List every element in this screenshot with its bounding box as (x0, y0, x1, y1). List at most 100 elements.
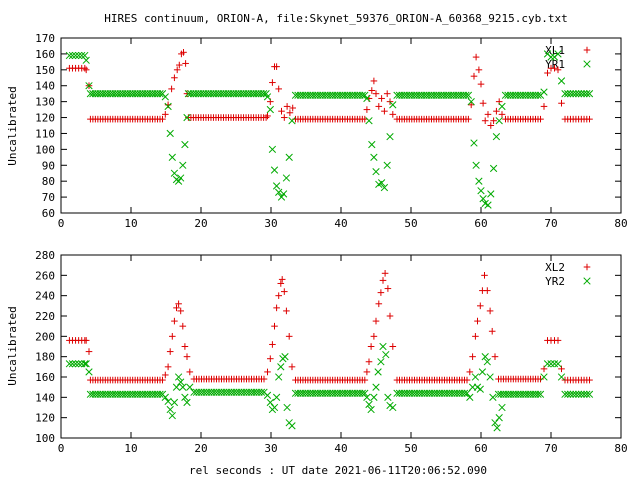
data-point (164, 363, 172, 371)
panel-bottom: Uncalibrated 0 10 20 30 40 50 60 70 80 100 120 140 1… (6, 249, 628, 455)
data-point (183, 90, 191, 97)
data-point (583, 90, 591, 98)
legend-marker (583, 46, 591, 54)
data-point (370, 393, 378, 401)
data-point (177, 307, 184, 315)
data-point (490, 117, 497, 125)
data-point (182, 60, 189, 67)
legend-marker (583, 277, 591, 285)
series-YR1 (65, 50, 594, 209)
data-point (551, 64, 558, 72)
data-point (363, 106, 371, 113)
data-point (82, 337, 90, 344)
data-point (536, 390, 545, 398)
y-tick-label: 260 (35, 269, 55, 282)
data-point (277, 280, 285, 287)
data-point (275, 188, 283, 196)
data-point (466, 368, 474, 376)
data-point (389, 343, 397, 350)
data-point (183, 398, 191, 407)
data-point (81, 51, 89, 60)
data-point (180, 49, 187, 56)
chart-title: HIRES continuum, ORION-A, file:Skynet_59… (104, 12, 568, 25)
data-point (161, 393, 169, 401)
data-point (285, 153, 293, 161)
data-point (81, 360, 89, 368)
data-point (275, 373, 283, 381)
data-point (463, 376, 471, 384)
data-point (572, 390, 580, 398)
data-point (583, 390, 591, 398)
data-point (586, 376, 593, 384)
data-point (283, 403, 291, 412)
data-point (166, 129, 174, 138)
data-point (477, 80, 485, 88)
data-point (74, 360, 83, 368)
y-tick-label: 120 (35, 112, 55, 125)
data-point (279, 190, 288, 198)
data-point (476, 385, 484, 393)
y-tick-label: 170 (35, 32, 55, 45)
data-point (554, 66, 562, 74)
y-tick-label: 180 (35, 351, 55, 364)
data-point (383, 90, 391, 97)
data-point (586, 115, 593, 123)
x-tick-label: 0 (58, 442, 65, 455)
data-point (68, 360, 77, 368)
markers-top (65, 49, 594, 209)
data-point (487, 190, 495, 198)
data-point (377, 289, 385, 296)
data-point (383, 161, 391, 169)
data-point (365, 400, 373, 409)
x-tick-label: 80 (614, 442, 627, 455)
data-point (386, 132, 394, 141)
data-point (491, 419, 499, 427)
data-point (574, 390, 583, 398)
data-point (288, 422, 296, 430)
data-point (65, 360, 74, 368)
data-point (263, 93, 272, 101)
data-point (472, 333, 479, 340)
data-point (264, 368, 271, 376)
x-tick-label: 40 (334, 442, 347, 455)
data-point (534, 91, 542, 99)
data-point (186, 368, 194, 376)
data-point (275, 85, 282, 93)
x-tick-label: 50 (404, 217, 417, 230)
data-point (179, 322, 187, 330)
data-point (466, 393, 474, 401)
data-point (269, 79, 276, 86)
data-point (557, 77, 566, 85)
data-point (282, 174, 291, 182)
data-point (361, 376, 369, 384)
data-point (370, 333, 378, 340)
y-tick-label: 70 (42, 191, 55, 204)
data-point (177, 378, 185, 386)
data-point (540, 88, 548, 96)
data-point (372, 90, 380, 97)
data-point (379, 342, 387, 351)
data-point (65, 51, 74, 60)
data-point (82, 56, 90, 64)
data-point (273, 63, 280, 70)
data-point (486, 307, 494, 315)
data-point (558, 99, 565, 107)
data-point (166, 348, 174, 355)
y-tick-label: 150 (35, 64, 55, 77)
data-point (281, 353, 289, 361)
x-tick-label: 30 (264, 217, 277, 230)
data-point (375, 300, 383, 308)
data-point (386, 312, 394, 320)
data-point (493, 424, 501, 432)
x-tick-label: 60 (474, 217, 487, 230)
data-point (585, 90, 594, 98)
data-point (478, 368, 487, 376)
y-tick-label: 80 (42, 175, 55, 188)
x-tick-label: 70 (544, 442, 557, 455)
data-point (74, 51, 83, 60)
data-point (82, 360, 90, 368)
x-tick-label: 50 (404, 442, 417, 455)
x-tick-label: 20 (194, 217, 207, 230)
axis-ticks-top: 0 10 20 30 40 50 60 70 80 60 70 80 90 100 110 120 130 140… (35, 32, 628, 230)
